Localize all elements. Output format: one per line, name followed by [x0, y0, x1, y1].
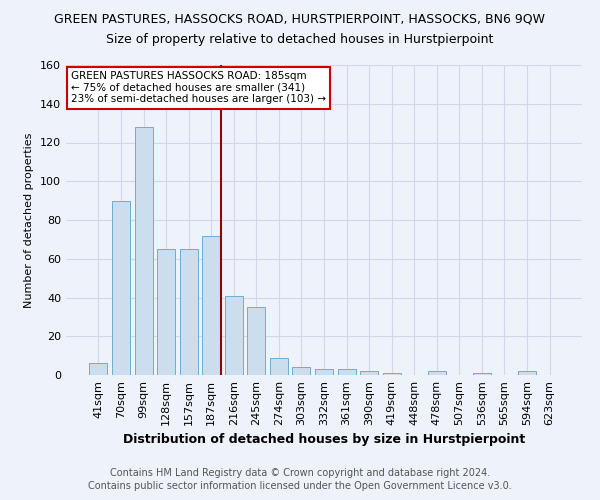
Bar	[157, 249, 175, 375]
Bar	[247, 307, 265, 375]
Bar	[383, 373, 401, 375]
Bar	[518, 371, 536, 375]
Bar	[338, 369, 356, 375]
Bar	[179, 249, 198, 375]
Bar	[292, 367, 310, 375]
Bar	[270, 358, 288, 375]
Bar	[225, 296, 243, 375]
Bar	[89, 364, 107, 375]
Bar	[360, 371, 378, 375]
Bar	[473, 373, 491, 375]
Bar	[202, 236, 220, 375]
Text: GREEN PASTURES, HASSOCKS ROAD, HURSTPIERPOINT, HASSOCKS, BN6 9QW: GREEN PASTURES, HASSOCKS ROAD, HURSTPIER…	[55, 12, 545, 26]
Text: Contains public sector information licensed under the Open Government Licence v3: Contains public sector information licen…	[88, 481, 512, 491]
Text: Contains HM Land Registry data © Crown copyright and database right 2024.: Contains HM Land Registry data © Crown c…	[110, 468, 490, 477]
Bar	[315, 369, 333, 375]
Bar	[134, 127, 152, 375]
Bar	[112, 200, 130, 375]
Text: Size of property relative to detached houses in Hurstpierpoint: Size of property relative to detached ho…	[106, 32, 494, 46]
Text: GREEN PASTURES HASSOCKS ROAD: 185sqm
← 75% of detached houses are smaller (341)
: GREEN PASTURES HASSOCKS ROAD: 185sqm ← 7…	[71, 71, 326, 104]
X-axis label: Distribution of detached houses by size in Hurstpierpoint: Distribution of detached houses by size …	[123, 434, 525, 446]
Y-axis label: Number of detached properties: Number of detached properties	[25, 132, 34, 308]
Bar	[428, 371, 446, 375]
